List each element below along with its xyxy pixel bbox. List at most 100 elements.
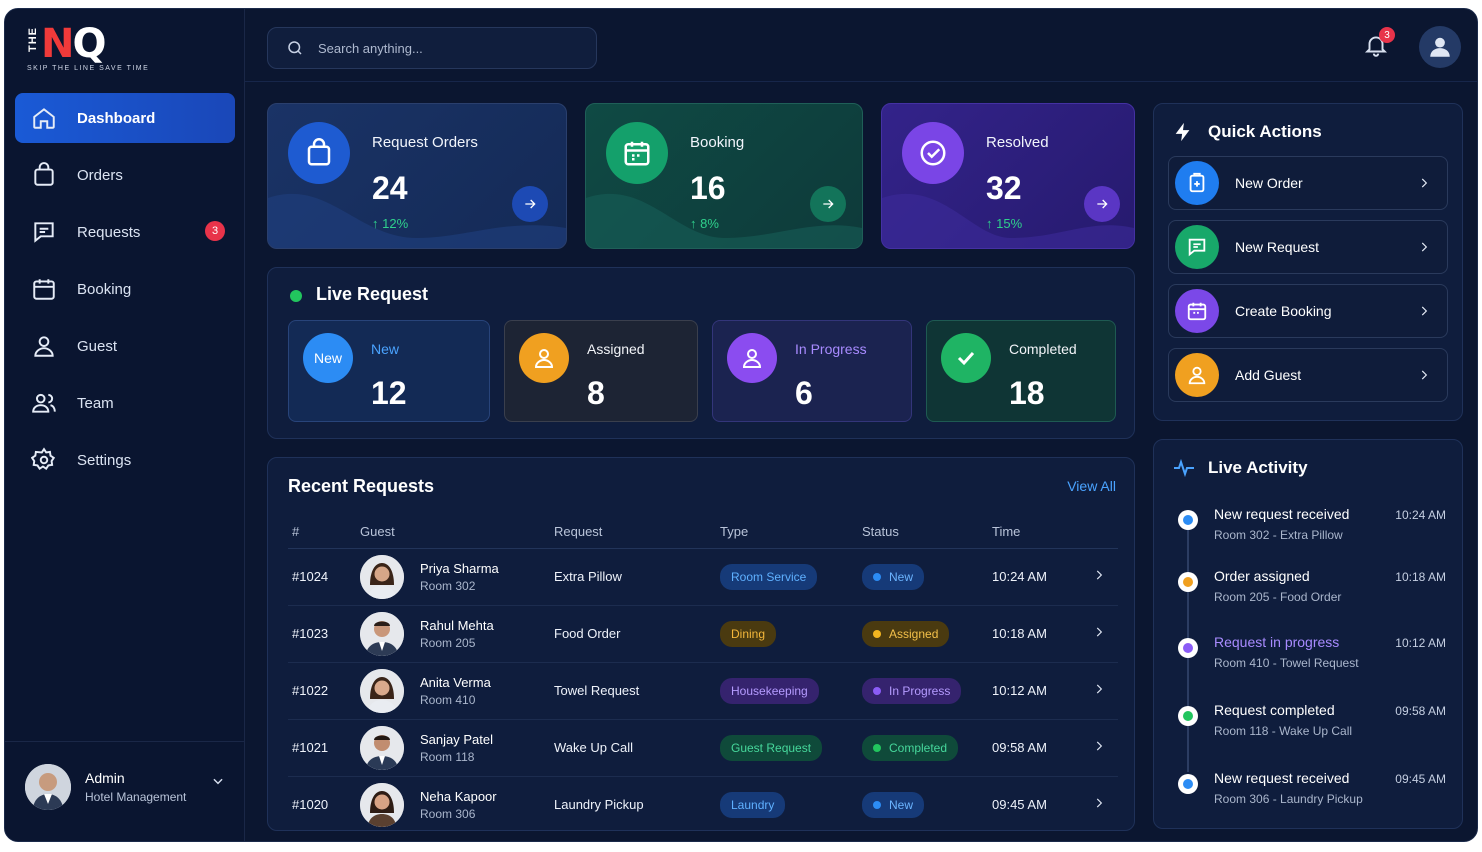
profile-name: Admin: [85, 770, 125, 786]
bag-icon-badge: [288, 122, 350, 184]
type-badge: Guest Request: [720, 734, 823, 761]
sidebar-item-label: Dashboard: [77, 109, 156, 127]
notification-button[interactable]: 3: [1363, 27, 1395, 63]
user-menu-button[interactable]: [1419, 26, 1461, 68]
col-header-guest: Guest: [360, 516, 554, 549]
live-card-assigned[interactable]: Assigned 8: [504, 320, 698, 422]
user-icon: [1430, 37, 1450, 57]
chevron-right-icon[interactable]: [1092, 682, 1106, 696]
quick-action-label: Create Booking: [1235, 303, 1332, 319]
live-card-completed[interactable]: Completed 18: [926, 320, 1116, 422]
stat-card-request-orders[interactable]: Request Orders 24 ↑ 12%: [267, 103, 567, 249]
table-row[interactable]: #1023 Rahul Mehta Room 205 Food Order Din…: [288, 605, 1118, 663]
sidebar-item-settings[interactable]: Settings: [15, 435, 235, 485]
status-badge: New: [862, 791, 925, 818]
quick-actions-panel: Quick Actions New Order New Request Crea…: [1153, 103, 1463, 421]
table-row[interactable]: #1022 Anita Verma Room 410 Towel Request …: [288, 662, 1118, 720]
new-request-button[interactable]: New Request: [1168, 220, 1448, 274]
chevron-right-icon: [1421, 370, 1428, 380]
activity-item[interactable]: New request received Room 302 - Extra Pi…: [1174, 506, 1446, 566]
quick-action-label: New Request: [1235, 239, 1320, 255]
calendar-icon: [624, 141, 650, 166]
bag-icon: [307, 138, 331, 166]
arrow-right-icon: [1097, 199, 1108, 209]
sidebar-item-label: Settings: [77, 451, 132, 469]
new-order-button[interactable]: New Order: [1168, 156, 1448, 210]
activity-item[interactable]: Request completed Room 118 - Wake Up Cal…: [1174, 702, 1446, 762]
sidebar-item-orders[interactable]: Orders: [15, 150, 235, 200]
live-card-value: 18: [1009, 375, 1045, 411]
table-row[interactable]: #1020 Neha Kapoor Room 306 Laundry Pickup…: [288, 776, 1118, 833]
search-bar[interactable]: [267, 27, 597, 69]
live-indicator-dot: [290, 290, 302, 302]
gear-icon: [31, 447, 56, 471]
activity-item[interactable]: Request in progress Room 410 - Towel Req…: [1174, 634, 1446, 694]
check-circle-icon-badge: [902, 122, 964, 184]
notification-badge: 3: [1379, 27, 1395, 43]
sidebar-item-requests[interactable]: Requests 3: [15, 207, 235, 257]
col-header-status: Status: [862, 516, 992, 549]
activity-item[interactable]: New request received Room 306 - Laundry …: [1174, 770, 1446, 830]
create-booking-button[interactable]: Create Booking: [1168, 284, 1448, 338]
live-request-title: Live Request: [316, 284, 429, 304]
status-badge: In Progress: [862, 677, 962, 704]
sidebar-item-dashboard[interactable]: Dashboard: [15, 93, 235, 143]
quick-action-label: New Order: [1235, 175, 1303, 191]
stat-card-resolved[interactable]: Resolved 32 ↑ 15%: [881, 103, 1135, 249]
recent-requests-panel: Recent Requests View All # Guest Request…: [267, 457, 1135, 831]
sidebar: THE NQ SKIP THE LINE SAVE TIME Dashboard…: [5, 9, 245, 841]
avatar: [360, 725, 404, 770]
view-all-link[interactable]: View All: [1067, 478, 1116, 494]
requests-table: # Guest Request Type Status Time #1024 P…: [288, 516, 1118, 833]
stat-label: Booking: [690, 134, 745, 151]
col-header-type: Type: [720, 516, 862, 549]
stat-card-booking[interactable]: Booking 16 ↑ 8%: [585, 103, 863, 249]
chevron-right-icon[interactable]: [1092, 739, 1106, 753]
chevron-right-icon[interactable]: [1092, 625, 1106, 639]
check-circle-icon: [920, 140, 946, 166]
table-row[interactable]: #1021 Sanjay Patel Room 118 Wake Up Call …: [288, 719, 1118, 777]
user-icon: [534, 349, 554, 368]
app-window: THE NQ SKIP THE LINE SAVE TIME Dashboard…: [4, 8, 1478, 842]
stat-label: Request Orders: [372, 134, 478, 151]
calendar-icon: [33, 279, 55, 300]
live-card-new[interactable]: New New 12: [288, 320, 490, 422]
add-guest-button[interactable]: Add Guest: [1168, 348, 1448, 402]
arrow-right-icon: [525, 199, 536, 209]
live-card-label: Assigned: [587, 341, 645, 357]
live-card-label: In Progress: [795, 341, 867, 357]
chevron-right-icon: [1421, 178, 1428, 188]
calendar-icon-badge: [606, 122, 668, 184]
col-header-time: Time: [992, 516, 1092, 549]
pulse-icon: [1174, 458, 1194, 478]
chevron-down-icon[interactable]: [211, 774, 225, 788]
user-icon: [34, 336, 54, 357]
search-input[interactable]: [318, 40, 558, 56]
activity-item[interactable]: Order assigned Room 205 - Food Order 10:…: [1174, 568, 1446, 628]
open-resolved-button[interactable]: [1084, 186, 1120, 222]
message-icon: [34, 222, 54, 243]
search-icon: [288, 41, 302, 55]
sidebar-item-team[interactable]: Team: [15, 378, 235, 428]
profile-role: Hotel Management: [85, 790, 187, 804]
stat-value: 32: [986, 170, 1022, 206]
open-booking-button[interactable]: [810, 186, 846, 222]
sidebar-item-label: Booking: [77, 280, 132, 298]
live-card-in-progress[interactable]: In Progress 6: [712, 320, 912, 422]
stat-value: 16: [690, 170, 726, 206]
user-profile[interactable]: Admin Hotel Management: [5, 741, 245, 841]
chevron-right-icon: [1421, 306, 1428, 316]
chevron-right-icon[interactable]: [1092, 568, 1106, 582]
user-icon: [742, 349, 762, 368]
open-request-orders-button[interactable]: [512, 186, 548, 222]
status-badge: Assigned: [862, 620, 950, 647]
sidebar-item-booking[interactable]: Booking: [15, 264, 235, 314]
clipboard-icon: [1189, 172, 1205, 193]
chevron-right-icon[interactable]: [1092, 796, 1106, 810]
type-badge: Room Service: [720, 563, 818, 590]
stat-value: 24: [372, 170, 408, 206]
table-row[interactable]: #1024 Priya Sharma Room 302 Extra Pillow …: [288, 548, 1118, 606]
recent-requests-title: Recent Requests: [288, 476, 435, 496]
sidebar-item-guest[interactable]: Guest: [15, 321, 235, 371]
user-icon-badge: [727, 333, 777, 383]
